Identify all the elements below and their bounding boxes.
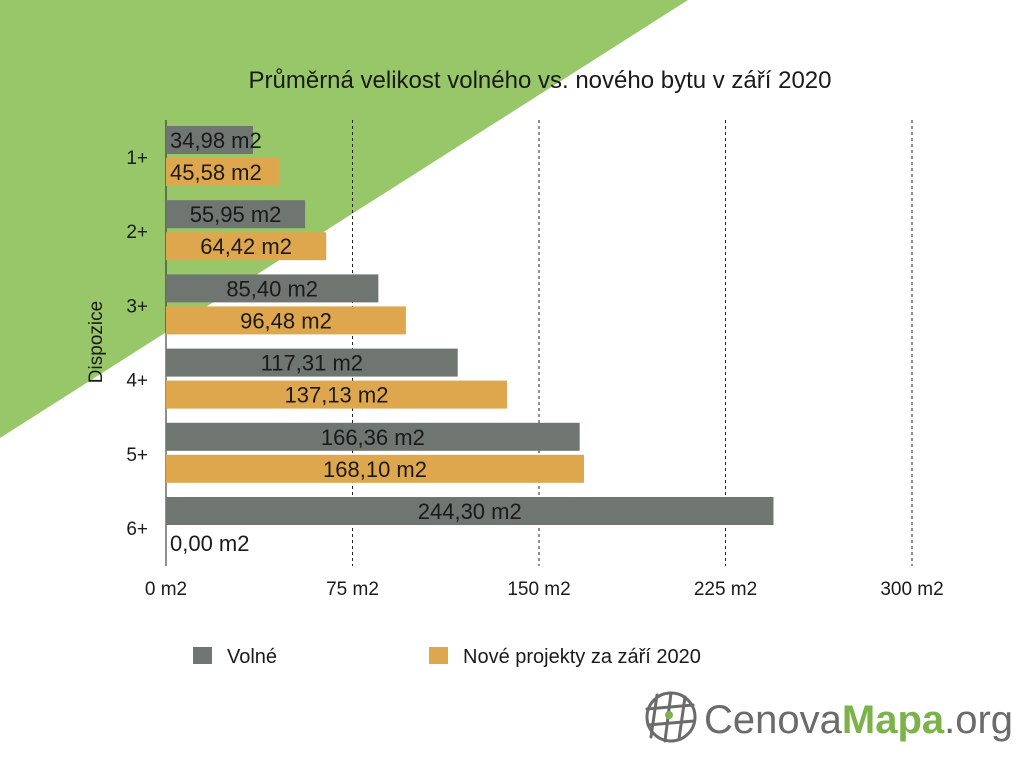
bar [166, 158, 280, 186]
bar-data-label: 168,10 m2 [323, 457, 427, 482]
logo-text-org: .org [944, 698, 1013, 742]
chart-title: Průměrná velikost volného vs. nového byt… [249, 67, 832, 94]
logo-text-mapa: Mapa [842, 698, 945, 742]
bar [166, 306, 406, 335]
bar [166, 126, 253, 154]
x-tick-label: 150 m2 [507, 579, 570, 600]
legend-label: Nové projekty za září 2020 [463, 646, 701, 668]
y-axis-label: Dispozice [86, 301, 107, 383]
bar-data-label: 117,31 m2 [261, 351, 363, 376]
cenovamapa-logo[interactable]: CenovaMapa.org [645, 691, 1013, 743]
bar [166, 232, 327, 261]
x-tick-labels: 0 m2 75 m2 150 m2 225 m2 300 m2 [145, 579, 944, 600]
bar [166, 348, 458, 377]
legend: Volné Nové projekty za září 2020 [193, 646, 701, 668]
bar-data-label: 166,36 m2 [321, 425, 425, 450]
bar-data-label: 45,58 m2 [170, 160, 262, 185]
category-label: 6+ [126, 519, 148, 540]
bar-data-label: 85,40 m2 [226, 276, 318, 301]
bar [166, 380, 507, 409]
bars: 34,98 m2 45,58 m2 55,95 m2 64,42 m2 85,40 m2… [166, 126, 774, 556]
bar-data-label: 244,30 m2 [418, 499, 522, 524]
bar [166, 422, 580, 451]
x-tick-label: 300 m2 [880, 579, 943, 600]
logo-text-cenova: Cenova [704, 698, 843, 742]
category-labels: 1+ 2+ 3+ 4+ 5+ 6+ [126, 148, 148, 540]
gridlines [165, 120, 913, 566]
bar [166, 200, 306, 229]
x-tick-label: 75 m2 [326, 579, 379, 600]
bar-data-label: 96,48 m2 [240, 308, 332, 333]
bar [166, 274, 379, 303]
legend-label: Volné [227, 646, 277, 668]
bar-data-label: 34,98 m2 [170, 128, 262, 153]
globe-grid-icon [645, 691, 697, 743]
category-label: 3+ [126, 296, 148, 317]
category-label: 4+ [126, 371, 148, 392]
bar [166, 454, 585, 483]
bar-data-label: 0,00 m2 [170, 531, 250, 556]
x-tick-label: 0 m2 [145, 579, 187, 600]
bar-data-label: 55,95 m2 [190, 202, 282, 227]
x-tick-label: 225 m2 [694, 579, 757, 600]
bar-data-label: 64,42 m2 [200, 234, 292, 259]
category-label: 1+ [126, 148, 148, 169]
legend-swatch [193, 647, 212, 664]
bar [166, 497, 774, 525]
bar-data-label: 137,13 m2 [285, 383, 389, 408]
legend-swatch [429, 647, 448, 664]
svg-text:CenovaMapa.org: CenovaMapa.org [704, 698, 1013, 742]
category-label: 2+ [126, 222, 148, 243]
category-label: 5+ [126, 445, 148, 466]
